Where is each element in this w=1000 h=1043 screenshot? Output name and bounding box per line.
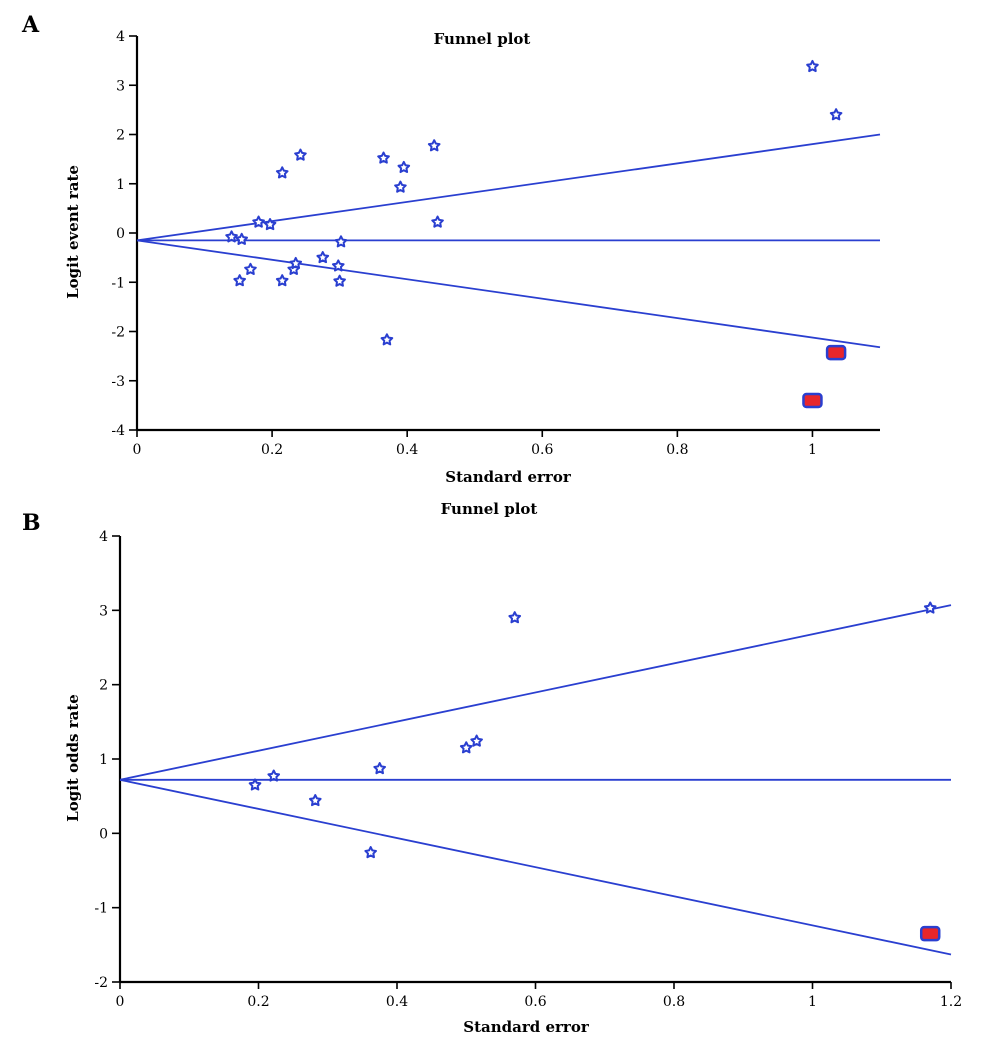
y-tick-label-a: 4: [116, 29, 125, 45]
x-tick-label-a: 0.6: [531, 442, 553, 458]
panel-a: A Funnel plot Standard error Logit event…: [21, 12, 881, 486]
study-point-star-b: [470, 734, 483, 747]
study-point-star-a: [263, 218, 277, 231]
panel-letter-a: A: [21, 12, 40, 38]
y-tick-label-b: 2: [99, 678, 108, 694]
x-axis-label-b: Standard error: [463, 1018, 590, 1036]
y-tick-label-b: 0: [99, 826, 108, 842]
study-point-star-b: [508, 611, 522, 624]
x-tick-label-b: 1.2: [940, 994, 962, 1010]
study-point-star-a: [244, 262, 257, 275]
funnel-lower-line-b: [119, 778, 952, 956]
study-point-star-a: [806, 59, 819, 73]
study-point-star-a: [252, 215, 265, 228]
study-point-star-a: [377, 151, 390, 164]
x-tick-label-a: 0.2: [261, 442, 283, 458]
y-tick-label-b: -2: [94, 975, 108, 991]
x-tick-label-b: 0.6: [524, 994, 546, 1010]
y-tick-label-a: 0: [116, 226, 125, 242]
x-tick-label-b: 0.2: [247, 994, 269, 1010]
study-point-star-a: [829, 108, 843, 121]
y-tick-label-a: -2: [111, 325, 125, 341]
imputed-study-marker-a: [802, 392, 823, 409]
y-tick-label-a: 2: [116, 128, 125, 144]
y-tick-label-b: -1: [94, 901, 108, 917]
y-tick-label-b: 4: [99, 529, 108, 545]
panel-letter-b: B: [22, 510, 41, 536]
study-point-star-b: [373, 762, 387, 775]
x-axis-label-a: Standard error: [445, 468, 572, 486]
funnel-upper-line-b: [119, 604, 952, 781]
x-tick-label-a: 0.8: [666, 442, 688, 458]
axes-b: -2 -1 0 1 2 3 4 0 0.2 0.4 0.6 0.8 1 1.2: [94, 529, 962, 1010]
study-point-star-a: [316, 251, 330, 264]
study-point-star-a: [427, 139, 441, 152]
study-point-star-a: [334, 235, 348, 248]
y-tick-label-a: -3: [111, 374, 125, 390]
study-point-star-b: [923, 601, 937, 614]
x-tick-label-a: 0: [133, 442, 142, 458]
study-point-star-a: [275, 166, 289, 179]
study-point-star-a: [380, 333, 394, 346]
y-tick-label-b: 3: [99, 603, 108, 619]
x-tick-label-b: 0.8: [663, 994, 685, 1010]
study-point-star-a: [431, 215, 444, 228]
funnel-lower-line-a: [136, 239, 881, 349]
study-point-star-b: [267, 769, 281, 782]
x-tick-label-b: 1: [808, 994, 817, 1010]
study-point-star-b: [364, 846, 378, 859]
study-point-star-a: [394, 180, 407, 193]
study-point-star-b: [459, 741, 473, 754]
x-tick-label-a: 0.4: [396, 442, 418, 458]
chart-title-a: Funnel plot: [434, 30, 531, 48]
study-point-star-a: [333, 274, 346, 287]
study-point-star-b: [308, 794, 322, 807]
y-axis-label-b: Logit odds rate: [64, 694, 82, 822]
x-tick-label-b: 0: [116, 994, 125, 1010]
y-tick-label-a: 1: [116, 177, 125, 193]
study-point-star-a: [275, 274, 289, 287]
y-tick-label-a: 3: [116, 78, 125, 94]
panel-b: B Funnel plot Standard error Logit odds …: [22, 500, 962, 1036]
x-tick-label-b: 0.4: [386, 994, 408, 1010]
study-point-star-a: [233, 274, 246, 287]
axes-a: -4 -3 -2 -1 0 1 2 3 4 0 0.2 0.4 0.6 0.8 1: [111, 29, 880, 458]
study-point-star-a: [294, 148, 307, 161]
study-point-star-a: [235, 232, 249, 245]
x-tick-label-a: 1: [808, 442, 817, 458]
chart-title-b: Funnel plot: [441, 500, 538, 518]
study-point-star-a: [331, 259, 345, 272]
study-point-star-a: [397, 160, 411, 174]
y-axis-label-a: Logit event rate: [64, 165, 82, 299]
imputed-study-marker-b: [919, 925, 941, 942]
y-tick-label-a: -1: [111, 275, 125, 291]
funnel-upper-line-a: [136, 133, 881, 242]
y-tick-label-b: 1: [99, 752, 108, 768]
study-point-star-a: [225, 230, 238, 243]
y-tick-label-a: -4: [111, 423, 125, 439]
study-points-a: [225, 59, 847, 409]
imputed-study-marker-a: [825, 344, 847, 361]
study-point-star-a: [289, 256, 303, 270]
study-points-b: [248, 601, 941, 942]
study-point-star-b: [248, 778, 262, 791]
funnel-lines-b: [119, 604, 952, 956]
funnel-lines-a: [136, 133, 881, 349]
